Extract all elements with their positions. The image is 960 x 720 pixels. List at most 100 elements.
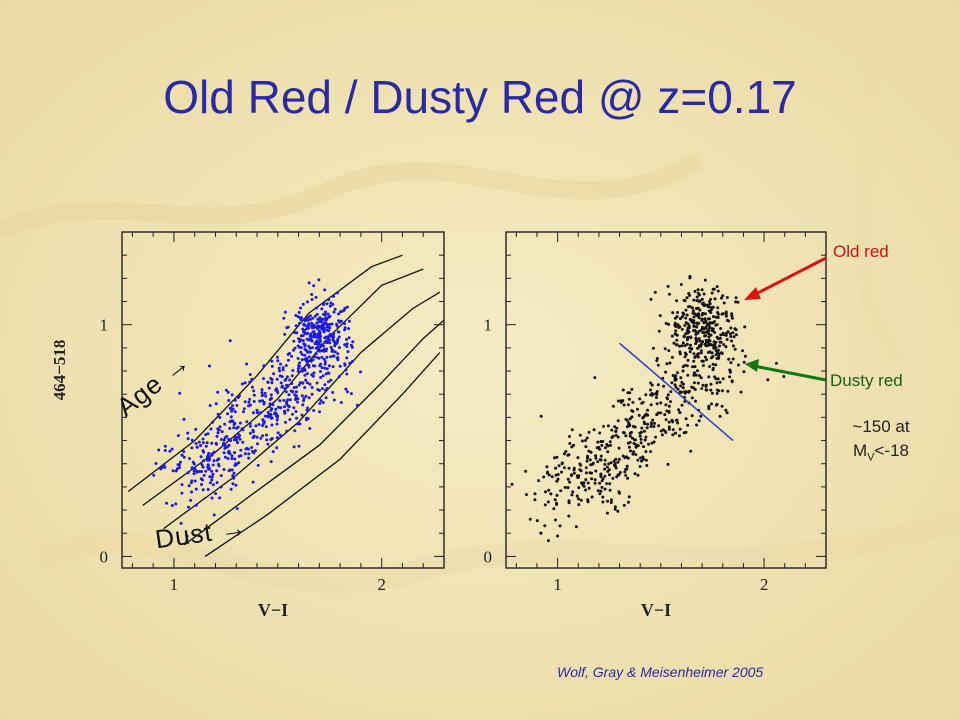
scatter-point [307, 344, 311, 348]
scatter-point [630, 415, 634, 419]
scatter-point [739, 390, 743, 394]
scatter-point [253, 449, 257, 453]
scatter-point [671, 311, 675, 315]
scatter-point [610, 428, 614, 432]
scatter-point [619, 400, 623, 404]
scatter-point [318, 331, 322, 335]
scatter-point [689, 343, 692, 347]
scatter-point [730, 316, 734, 320]
scatter-point [255, 411, 259, 415]
scatter-point [250, 377, 254, 381]
scatter-point [683, 299, 687, 303]
scatter-point [714, 346, 718, 350]
scatter-point [601, 500, 605, 504]
scatter-point [655, 359, 659, 363]
scatter-point [704, 338, 708, 342]
scatter-point [694, 373, 698, 377]
scatter-point [713, 320, 716, 323]
scatter-point [578, 433, 582, 437]
scatter-point [622, 403, 626, 407]
scatter-point [675, 418, 679, 422]
scatter-point [654, 396, 658, 399]
scatter-point [296, 369, 300, 373]
scatter-point [329, 378, 333, 382]
scatter-point [720, 312, 724, 316]
magnitude-symbol: M [852, 441, 868, 460]
scatter-point [231, 474, 235, 478]
scatter-point [703, 317, 707, 321]
scatter-point [741, 349, 744, 353]
scatter-point [705, 330, 709, 334]
scatter-point [630, 387, 634, 391]
scatter-point [643, 438, 647, 442]
scatter-point [248, 422, 252, 425]
scatter-point [285, 375, 289, 379]
scatter-point [550, 475, 554, 479]
scatter-point [328, 322, 332, 326]
scatter-point [637, 413, 641, 417]
scatter-point [221, 443, 225, 447]
scatter-point [688, 305, 692, 309]
scatter-point [235, 403, 239, 407]
scatter-point [742, 360, 746, 364]
scatter-point [705, 358, 709, 362]
scatter-point [695, 295, 699, 299]
scatter-point [682, 431, 686, 435]
scatter-point [533, 492, 537, 496]
scatter-point [343, 343, 347, 347]
count-line-1: ~150 at [852, 417, 910, 436]
scatter-point [701, 311, 705, 315]
scatter-point [647, 442, 651, 446]
scatter-point [322, 357, 326, 361]
scatter-point [315, 321, 319, 325]
scatter-point [703, 278, 707, 282]
scatter-point [585, 459, 589, 463]
scatter-point [560, 470, 563, 474]
scatter-point [729, 326, 733, 330]
scatter-point [546, 500, 550, 504]
scatter-point [644, 413, 647, 417]
scatter-point [704, 326, 708, 330]
scatter-point [214, 492, 218, 496]
scatter-point [631, 409, 635, 413]
scatter-point [286, 384, 290, 388]
scatter-point [241, 440, 245, 444]
scatter-point [698, 374, 701, 378]
scatter-point [261, 418, 265, 422]
scatter-point [312, 371, 316, 375]
scatter-point [700, 387, 704, 390]
scatter-point [677, 434, 681, 438]
scatter-point [633, 472, 637, 476]
scatter-point [312, 323, 316, 327]
scatter-point [707, 332, 711, 336]
scatter-point [717, 348, 720, 352]
scatter-point [628, 391, 632, 395]
scatter-point [307, 323, 310, 327]
scatter-point [675, 299, 679, 303]
scatter-point [567, 453, 571, 457]
scatter-point [216, 412, 220, 416]
scatter-point [310, 324, 314, 328]
scatter-point [313, 355, 317, 359]
scatter-point [211, 420, 215, 424]
scatter-point [281, 368, 285, 372]
scatter-point [297, 444, 301, 448]
scatter-point [269, 416, 273, 420]
scatter-point [687, 390, 691, 394]
count-line-2: MV<-18 [826, 439, 936, 469]
scatter-point [283, 405, 286, 409]
scatter-point [724, 345, 728, 349]
scatter-point [343, 306, 347, 310]
magnitude-limit: <-18 [874, 441, 910, 460]
scatter-point [300, 394, 304, 398]
scatter-point [319, 376, 323, 379]
scatter-point [220, 430, 224, 434]
scatter-point [262, 364, 266, 368]
scatter-point [731, 331, 735, 335]
scatter-point [176, 463, 180, 467]
scatter-point [694, 342, 698, 346]
scatter-point [328, 304, 332, 308]
scatter-point [275, 415, 279, 419]
scatter-point [704, 388, 708, 392]
scatter-point [197, 440, 201, 444]
